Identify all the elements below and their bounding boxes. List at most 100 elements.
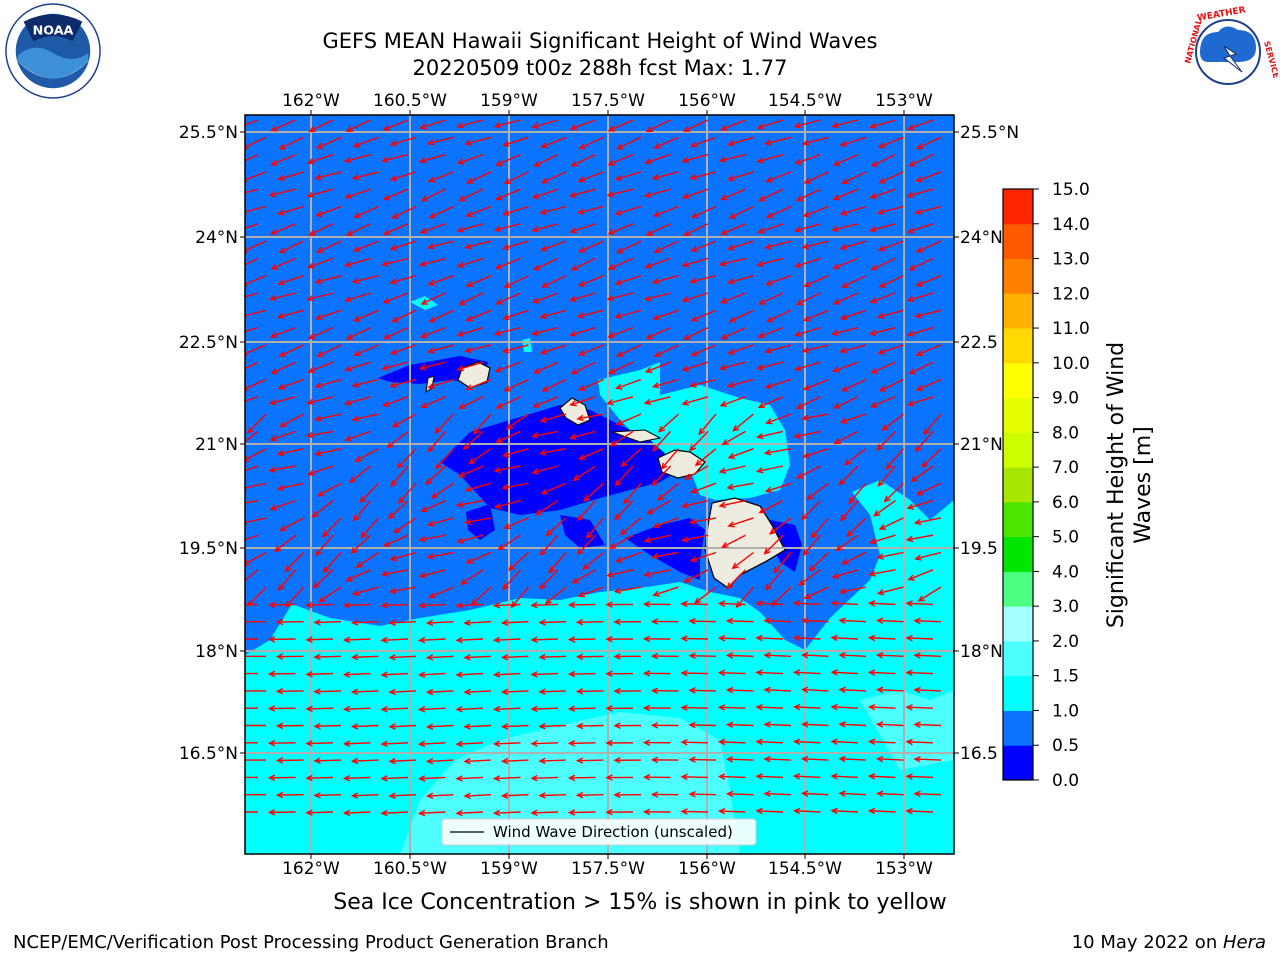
wind-arrow-head (311, 511, 319, 518)
wind-arrow (390, 465, 409, 487)
wind-arrow-head (803, 281, 811, 288)
wind-arrow (313, 569, 334, 589)
wind-arrow-head (757, 402, 766, 409)
wind-arrow (531, 638, 559, 641)
wind-arrow-head (313, 792, 321, 799)
wind-arrow-head (765, 418, 773, 425)
wind-arrow-head (530, 601, 538, 609)
wind-arrow-head (233, 470, 239, 475)
wind-arrow (349, 465, 371, 483)
wind-arrow-head (380, 705, 388, 713)
wind-arrow (427, 724, 454, 728)
wind-arrow (848, 482, 867, 504)
wind-arrow (578, 171, 604, 182)
wind-arrow-head (803, 177, 811, 184)
wind-arrow-head (801, 513, 809, 521)
wind-arrow-head (245, 280, 249, 287)
wind-arrow-head (420, 195, 429, 202)
wind-arrow-head (841, 558, 849, 565)
wind-arrow-head (869, 401, 878, 408)
wind-arrow (608, 326, 634, 338)
wind-arrow (570, 292, 596, 302)
wind-arrow (435, 448, 455, 469)
wind-arrow (570, 326, 596, 336)
wind-arrow (840, 586, 867, 593)
wind-arrow-head (350, 757, 359, 765)
wind-arrow (586, 517, 605, 539)
wind-arrow-head (694, 459, 702, 467)
wind-arrow-head (305, 670, 313, 678)
wind-arrow-head (726, 278, 735, 285)
wind-arrow-head (389, 348, 398, 355)
wind-arrow-head (645, 333, 653, 340)
wind-arrow-head (575, 722, 584, 730)
wind-arrow (572, 569, 596, 584)
wind-arrow-head (495, 402, 504, 409)
wind-arrow (502, 569, 522, 590)
wind-arrow-head (387, 512, 395, 520)
wind-arrow (456, 638, 484, 642)
wind-arrow (464, 759, 492, 763)
wind-arrow-head (683, 229, 691, 236)
wind-arrow (908, 119, 934, 130)
wind-arrow-head (305, 774, 313, 782)
wind-arrow-head (690, 315, 699, 322)
wind-arrow-head (284, 565, 292, 573)
wind-arrow-head (569, 330, 577, 337)
wind-arrow (307, 188, 334, 197)
wind-arrow (277, 448, 304, 455)
wind-arrow (426, 465, 446, 485)
wind-arrow-head (683, 576, 691, 583)
wind-arrow-head (380, 570, 389, 577)
wind-arrow-head (457, 471, 466, 478)
wind-arrow (654, 344, 679, 357)
wind-arrow (352, 759, 379, 762)
wind-arrow (278, 309, 304, 318)
wind-arrow (457, 119, 484, 128)
wind-arrow (533, 188, 559, 199)
wind-arrow-head (615, 383, 623, 390)
wind-arrow-head (458, 195, 466, 202)
wind-arrow-head (352, 514, 360, 522)
wind-arrow-head (273, 545, 282, 553)
wind-arrow (545, 586, 567, 605)
wind-arrow (908, 569, 934, 581)
wind-arrow (577, 690, 604, 693)
wind-arrow (692, 205, 717, 218)
gridlines (245, 115, 954, 854)
wind-arrow-head (607, 368, 616, 374)
colorbar-tick-label: 11.0 (1052, 319, 1090, 339)
wind-arrow (766, 171, 792, 183)
wind-arrow (765, 240, 792, 249)
wind-arrow-head (455, 706, 463, 713)
wind-arrow-head (652, 590, 660, 597)
colorbar-tick-label: 13.0 (1052, 250, 1090, 270)
wind-arrow-head (643, 536, 652, 544)
wind-arrow-head (425, 619, 434, 627)
wind-arrow (646, 223, 671, 236)
wind-arrow-head (875, 755, 884, 763)
wind-arrow-head (690, 212, 699, 219)
wind-arrow-head (908, 264, 916, 271)
wind-arrow-head (793, 226, 802, 233)
wind-arrow (609, 361, 634, 374)
wind-arrow (773, 552, 792, 573)
wind-arrow (726, 569, 746, 589)
wind-arrow-head (614, 312, 622, 320)
wind-arrow (503, 205, 529, 215)
wind-arrow-head (348, 476, 357, 484)
wind-arrow (245, 205, 267, 213)
wind-arrow (798, 569, 821, 586)
wind-arrow (280, 413, 304, 428)
wind-arrow-head (456, 537, 464, 544)
band-1-5-2-0 (860, 690, 954, 770)
wind-arrow-head (235, 369, 241, 374)
wind-arrow (682, 499, 709, 508)
wind-arrow (719, 602, 746, 606)
wind-arrow-head (773, 566, 780, 574)
axis-ticks (240, 110, 959, 859)
wind-arrow (646, 119, 671, 132)
wind-arrow-head (503, 178, 512, 185)
wind-arrow-head (389, 381, 397, 388)
